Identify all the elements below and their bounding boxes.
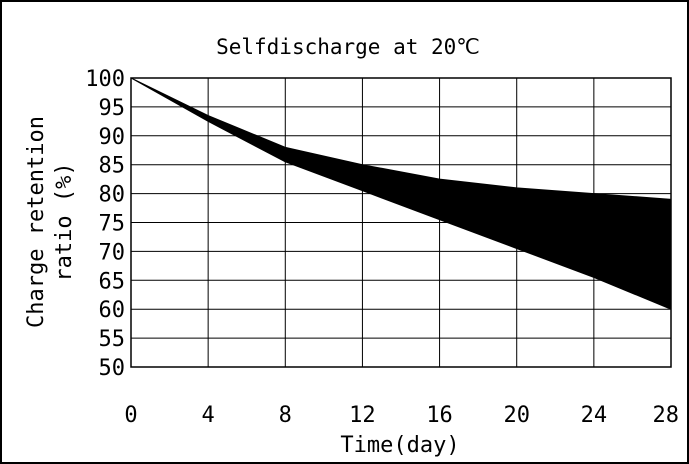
x-tick-label-28: 28 xyxy=(653,403,680,428)
x-tick-label-12: 12 xyxy=(349,403,376,428)
y-axis-label-line-2: ratio (%) xyxy=(52,162,77,281)
chart-title: Selfdischarge at 20℃ xyxy=(216,35,480,59)
plot-area xyxy=(130,77,672,368)
x-tick-label-20: 20 xyxy=(503,403,530,428)
x-tick-label-24: 24 xyxy=(581,403,608,428)
y-tick-label-75: 75 xyxy=(99,212,126,237)
y-tick-label-80: 80 xyxy=(99,183,126,208)
y-tick-label-100: 100 xyxy=(85,67,125,92)
x-tick-label-0: 0 xyxy=(124,403,137,428)
x-axis-ticks: 0 4 8 12 16 20 24 28 xyxy=(124,403,679,428)
y-tick-label-85: 85 xyxy=(99,154,126,179)
y-tick-label-95: 95 xyxy=(99,96,126,121)
y-tick-label-55: 55 xyxy=(99,327,126,352)
y-tick-label-60: 60 xyxy=(99,298,126,323)
y-tick-label-65: 65 xyxy=(99,269,126,294)
y-tick-label-50: 50 xyxy=(99,356,126,381)
x-tick-label-4: 4 xyxy=(202,403,215,428)
x-tick-label-16: 16 xyxy=(426,403,453,428)
y-tick-label-70: 70 xyxy=(99,240,126,265)
y-axis-ticks: 100 95 90 85 80 75 70 65 60 55 50 xyxy=(85,67,125,381)
x-tick-label-8: 8 xyxy=(279,403,292,428)
x-axis-label: Time(day) xyxy=(340,433,459,458)
y-axis-label-line-1: Charge retention xyxy=(24,116,49,328)
y-tick-label-90: 90 xyxy=(99,125,126,150)
